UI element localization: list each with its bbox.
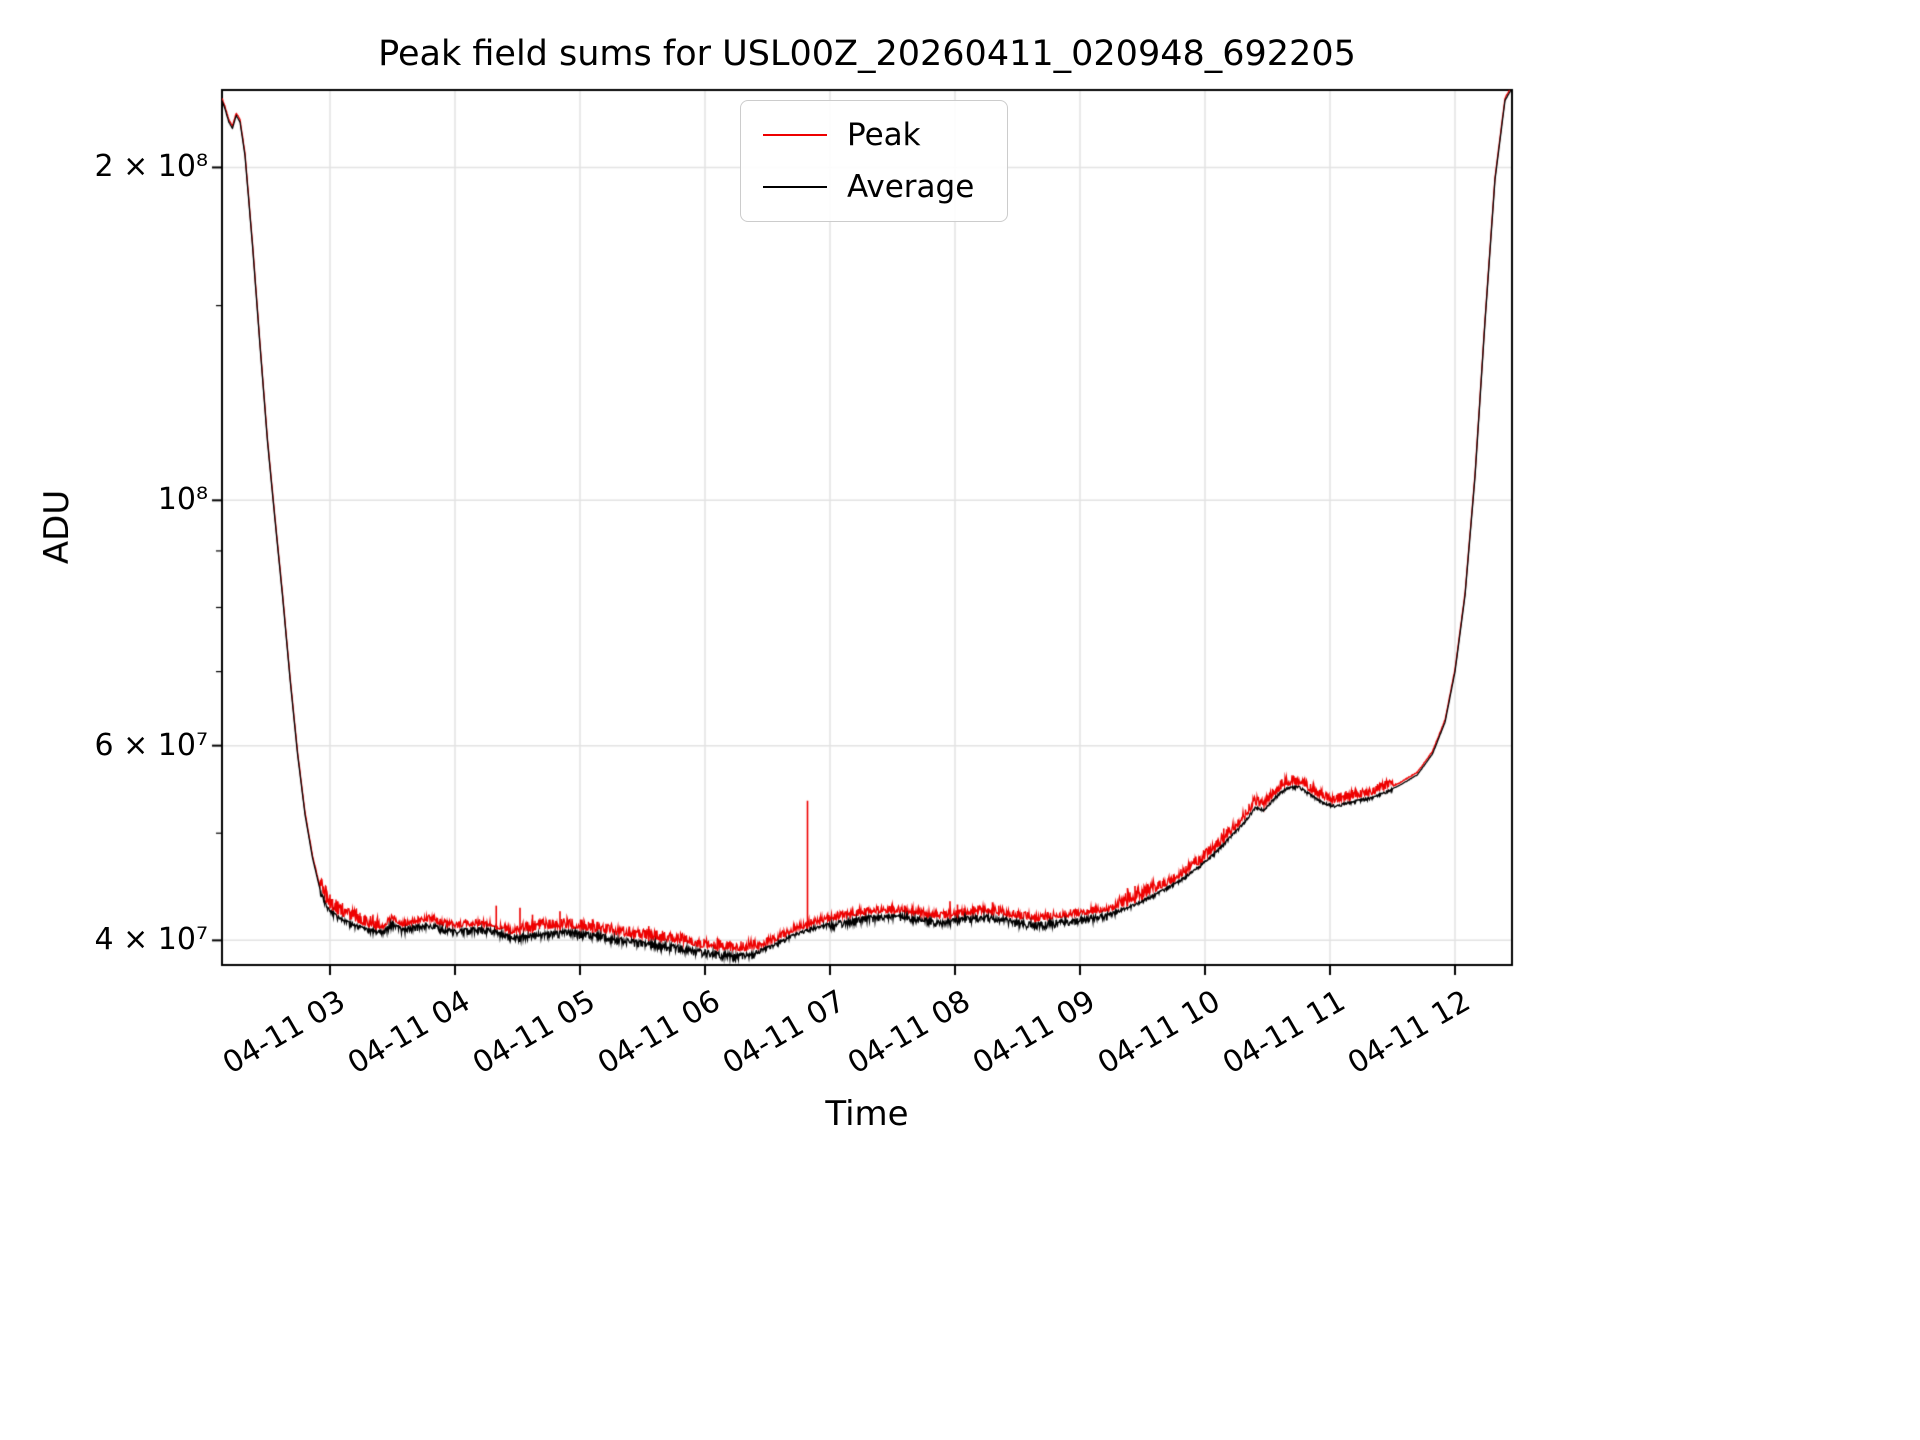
peak-line-swatch xyxy=(763,134,827,136)
y-tick-label: 10⁸ xyxy=(157,482,208,518)
y-tick-label: 2 × 10⁸ xyxy=(94,149,209,185)
chart-title: Peak field sums for USL00Z_20260411_0209… xyxy=(378,34,1356,74)
legend-item-average: Average xyxy=(763,169,985,205)
legend-item-peak: Peak xyxy=(763,117,985,153)
x-axis-label: Time xyxy=(825,1094,909,1134)
legend: Peak Average xyxy=(740,100,1008,222)
y-tick-label: 6 × 10⁷ xyxy=(94,727,209,763)
average-line-swatch xyxy=(763,186,827,188)
legend-label-peak: Peak xyxy=(847,117,921,153)
legend-label-average: Average xyxy=(847,169,975,205)
y-tick-label: 4 × 10⁷ xyxy=(94,922,209,958)
